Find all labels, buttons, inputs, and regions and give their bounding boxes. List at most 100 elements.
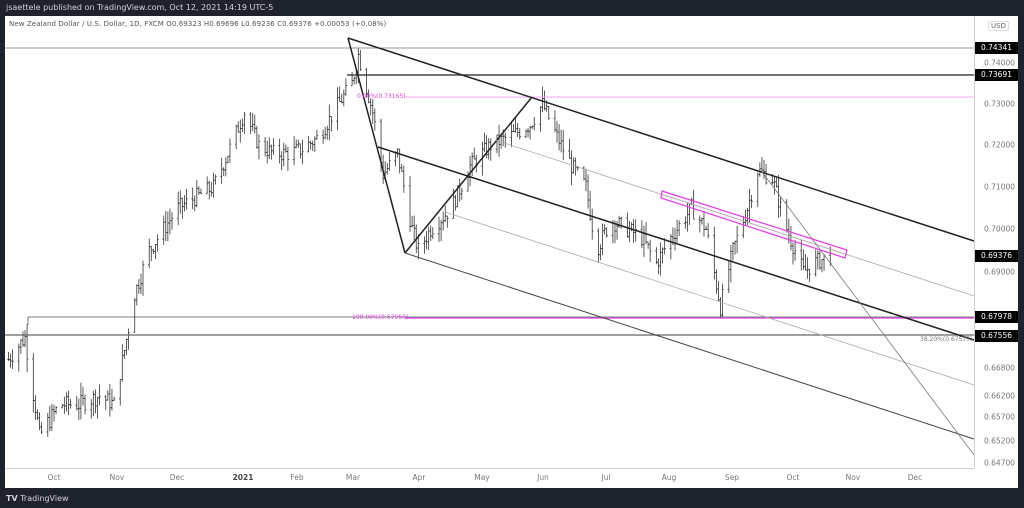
ohlc-bar: [808, 268, 811, 282]
ohlc-bar: [239, 119, 242, 143]
steep-trend-line: [761, 171, 975, 456]
ohlc-bar: [779, 197, 782, 217]
ohlc-bar: [330, 116, 333, 132]
currency-badge[interactable]: USD: [988, 21, 1009, 31]
ohlc-bar: [251, 112, 255, 132]
ohlc-bar: [149, 245, 153, 262]
ohlc-bar: [286, 146, 290, 172]
ohlc-bar: [443, 205, 447, 222]
ohlc-bar: [541, 86, 544, 113]
ohlc-bar: [350, 71, 354, 87]
ohlc-bar: [197, 186, 201, 195]
ohlc-bar: [11, 349, 14, 369]
ohlc-bar: [199, 188, 203, 195]
ohlc-bar: [323, 126, 327, 140]
ohlc-bar: [793, 240, 797, 261]
ohlc-bar: [38, 412, 41, 431]
price-tick-label: 0.73000: [984, 99, 1016, 109]
channel-upper-line: [347, 37, 975, 242]
price-tag: 0.69376: [975, 250, 1018, 262]
ohlc-bar: [156, 234, 159, 252]
ohlc-bar: [110, 388, 114, 411]
ohlc-bar: [483, 132, 486, 152]
ohlc-bar: [369, 98, 373, 116]
chart-pane[interactable]: [5, 16, 1018, 488]
price-tick-label: 0.70000: [984, 224, 1016, 234]
price-tick-label: 0.71000: [984, 182, 1016, 192]
ohlc-bar: [311, 140, 315, 152]
fib-label-100: 100.00%(0.67950): [352, 314, 409, 321]
ohlc-bar: [193, 195, 197, 212]
ohlc-bar: [17, 343, 21, 372]
ohlc-bar: [570, 150, 573, 186]
ohlc-bar: [429, 225, 433, 241]
ohlc-bar: [619, 216, 623, 229]
ohlc-bar: [191, 187, 194, 210]
ohlc-bar: [646, 241, 650, 249]
ohlc-bar: [222, 167, 226, 177]
ohlc-bar: [253, 114, 257, 134]
ohlc-bar: [748, 188, 751, 223]
ohlc-bar: [54, 405, 58, 415]
ohlc-bar: [36, 409, 39, 421]
time-tick-label: Jul: [601, 473, 611, 482]
ohlc-bar: [98, 384, 101, 406]
time-tick-label: May: [474, 473, 490, 482]
ohlc-bar: [52, 404, 56, 422]
ohlc-bar: [597, 228, 600, 263]
ohlc-bar: [417, 234, 420, 260]
ohlc-bar: [60, 404, 64, 409]
ohlc-bar: [400, 163, 404, 172]
channel-lower-line: [404, 252, 975, 440]
ohlc-bar: [32, 353, 35, 413]
ohlc-bar: [626, 212, 629, 238]
ohlc-bar: [344, 78, 348, 96]
ohlc-bar: [773, 175, 776, 195]
price-axis[interactable]: [974, 16, 1019, 468]
ohlc-bar: [713, 226, 716, 280]
ohlc-bar: [553, 110, 557, 133]
ohlc-bar: [398, 148, 401, 174]
ohlc-bar: [804, 253, 807, 271]
ohlc-bar: [655, 247, 658, 265]
ohlc-bar: [280, 151, 283, 171]
ohlc-bar: [75, 395, 79, 411]
ohlc-bar: [458, 178, 462, 202]
ohlc-bar: [539, 106, 542, 132]
price-tick-label: 0.65700: [984, 412, 1016, 422]
tv-logo-icon: TV: [6, 494, 18, 503]
ohlc-bar: [561, 130, 565, 161]
ohlc-bar: [526, 127, 530, 138]
ohlc-bar: [818, 250, 822, 270]
ohlc-bar: [267, 137, 271, 160]
ohlc-bar: [454, 194, 457, 211]
ohlc-bar: [224, 157, 228, 177]
ohlc-bar: [170, 212, 174, 230]
time-axis[interactable]: [5, 468, 974, 489]
ohlc-bar: [123, 349, 126, 359]
ohlc-bar: [431, 227, 435, 240]
ohlc-bar: [77, 398, 81, 421]
ohlc-bar: [212, 172, 215, 198]
ohlc-bar: [176, 191, 180, 226]
ohlc-bar: [168, 208, 172, 235]
ohlc-bar: [65, 392, 68, 412]
ohlc-bar: [568, 138, 571, 159]
price-tick-label: 0.64700: [984, 458, 1016, 468]
tradingview-logo: TV TradingView: [6, 494, 69, 503]
time-tick-label: Feb: [290, 473, 304, 482]
ohlc-bar: [472, 147, 476, 160]
ohlc-bar: [141, 260, 145, 296]
fib-label-0: 0.00%(0.73165): [357, 93, 406, 100]
ohlc-bar: [249, 111, 252, 135]
ohlc-bar: [328, 104, 331, 141]
horizontal-line-067978: [27, 316, 974, 325]
ohlc-bar: [446, 215, 449, 228]
ohlc-bar: [385, 163, 389, 175]
ohlc-bar: [282, 142, 286, 167]
time-tick-label: 2021: [232, 473, 254, 482]
drawings: [5, 37, 975, 456]
ohlc-bar: [46, 413, 50, 437]
ohlc-bar: [617, 215, 621, 228]
